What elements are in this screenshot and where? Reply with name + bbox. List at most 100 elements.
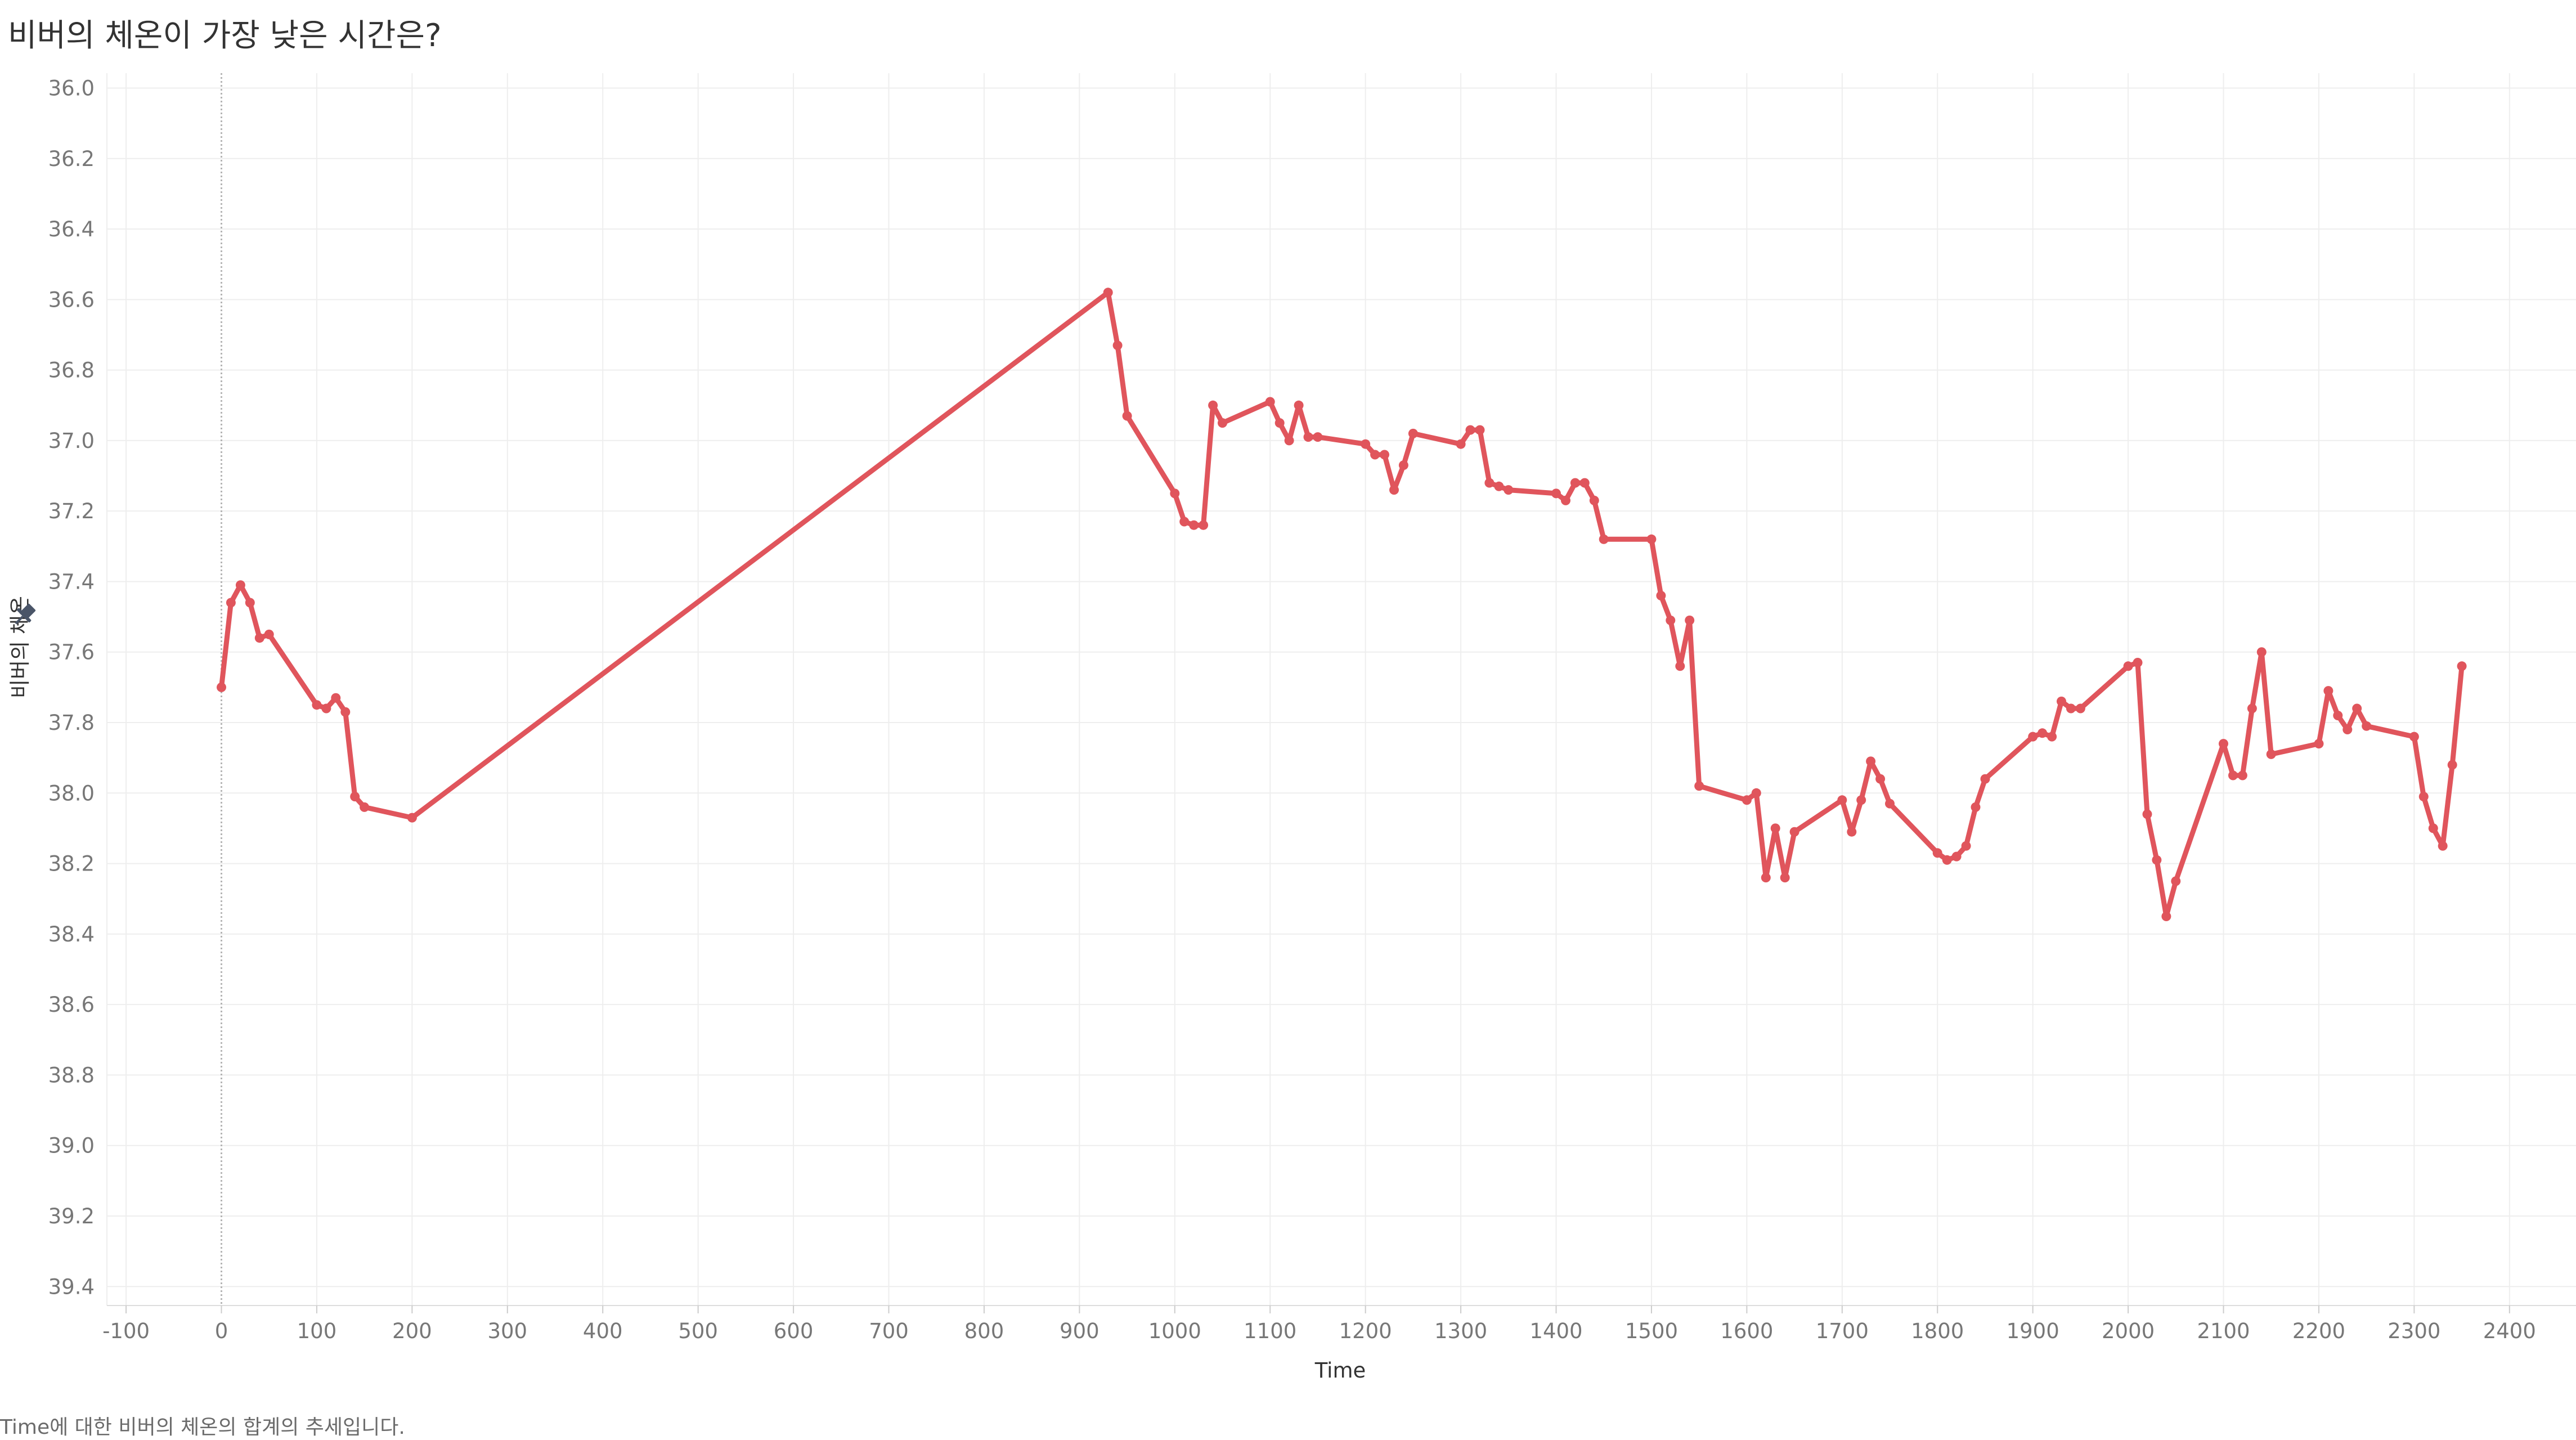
- data-point[interactable]: [1837, 795, 1847, 805]
- data-point[interactable]: [1370, 450, 1380, 460]
- data-point[interactable]: [2342, 725, 2353, 734]
- data-point[interactable]: [1112, 340, 1123, 351]
- data-point[interactable]: [1589, 495, 1599, 505]
- data-point[interactable]: [1551, 488, 1561, 499]
- data-point[interactable]: [1170, 488, 1180, 499]
- data-point[interactable]: [2314, 739, 2324, 749]
- data-point[interactable]: [2133, 658, 2143, 667]
- data-point[interactable]: [2123, 661, 2133, 671]
- pin-icon[interactable]: [10, 600, 39, 630]
- data-point[interactable]: [1646, 534, 1657, 544]
- data-point[interactable]: [1675, 661, 1685, 671]
- data-point[interactable]: [1579, 478, 1590, 488]
- data-point[interactable]: [1265, 397, 1275, 407]
- data-point[interactable]: [1780, 873, 1790, 883]
- data-point[interactable]: [1218, 418, 1227, 428]
- data-point[interactable]: [2457, 661, 2467, 671]
- data-point[interactable]: [217, 682, 226, 692]
- data-point[interactable]: [1465, 425, 1475, 435]
- data-point[interactable]: [2066, 703, 2076, 714]
- data-point[interactable]: [1742, 795, 1752, 805]
- data-point[interactable]: [1398, 460, 1408, 470]
- data-point[interactable]: [1408, 428, 1418, 438]
- data-point[interactable]: [1274, 418, 1285, 428]
- data-point[interactable]: [1770, 823, 1780, 833]
- data-point[interactable]: [1103, 288, 1113, 298]
- data-point[interactable]: [1961, 841, 1971, 851]
- data-point[interactable]: [1122, 411, 1132, 421]
- data-point[interactable]: [1932, 848, 1942, 858]
- data-point[interactable]: [1980, 774, 1990, 784]
- data-point[interactable]: [2219, 739, 2228, 749]
- data-point[interactable]: [226, 598, 236, 608]
- data-point[interactable]: [1570, 478, 1580, 488]
- data-point[interactable]: [321, 703, 331, 714]
- data-point[interactable]: [2352, 703, 2362, 714]
- data-point[interactable]: [2142, 809, 2152, 819]
- data-point[interactable]: [1389, 485, 1399, 495]
- data-point[interactable]: [1685, 615, 1695, 625]
- data-point[interactable]: [1751, 788, 1761, 798]
- data-point[interactable]: [1504, 485, 1514, 495]
- data-point[interactable]: [2438, 841, 2448, 851]
- data-point[interactable]: [1856, 795, 1866, 805]
- data-point[interactable]: [1666, 615, 1676, 625]
- data-point[interactable]: [2057, 696, 2066, 706]
- data-point[interactable]: [1284, 436, 1294, 446]
- data-point[interactable]: [1847, 827, 1857, 837]
- data-point[interactable]: [1361, 439, 1371, 449]
- data-point[interactable]: [264, 629, 274, 639]
- data-point[interactable]: [2047, 732, 2057, 742]
- data-point[interactable]: [1199, 520, 1209, 530]
- data-point[interactable]: [235, 580, 245, 590]
- data-point[interactable]: [2171, 876, 2181, 886]
- data-point[interactable]: [1761, 873, 1771, 883]
- data-point[interactable]: [2161, 912, 2171, 921]
- data-point[interactable]: [2409, 732, 2419, 742]
- data-point[interactable]: [2075, 703, 2085, 714]
- data-point[interactable]: [1179, 517, 1190, 527]
- data-point[interactable]: [1294, 400, 1304, 410]
- data-point[interactable]: [340, 707, 351, 717]
- data-point[interactable]: [1475, 425, 1485, 435]
- data-point[interactable]: [254, 633, 264, 643]
- data-point[interactable]: [2038, 728, 2048, 738]
- data-point[interactable]: [2418, 792, 2429, 802]
- data-point[interactable]: [331, 693, 341, 703]
- data-point[interactable]: [1885, 798, 1895, 809]
- data-point[interactable]: [1789, 827, 1799, 837]
- data-point[interactable]: [1866, 756, 1876, 766]
- data-point[interactable]: [407, 813, 417, 823]
- data-point[interactable]: [2228, 770, 2238, 780]
- data-point[interactable]: [2362, 721, 2372, 731]
- data-point[interactable]: [1484, 478, 1495, 488]
- data-point[interactable]: [1599, 534, 1609, 544]
- data-point[interactable]: [1561, 495, 1570, 505]
- data-point[interactable]: [350, 792, 360, 802]
- data-point[interactable]: [2247, 703, 2257, 714]
- data-point[interactable]: [2028, 732, 2038, 742]
- data-point[interactable]: [1942, 855, 1952, 865]
- data-point[interactable]: [1694, 781, 1704, 791]
- data-point[interactable]: [1380, 450, 1389, 460]
- data-point[interactable]: [1313, 432, 1323, 442]
- data-point[interactable]: [1303, 432, 1313, 442]
- data-point[interactable]: [2333, 711, 2343, 720]
- data-point[interactable]: [2323, 686, 2333, 696]
- data-point[interactable]: [2266, 749, 2276, 759]
- data-point[interactable]: [1456, 439, 1466, 449]
- data-point[interactable]: [2447, 760, 2457, 770]
- data-point[interactable]: [245, 598, 255, 608]
- data-point[interactable]: [1189, 520, 1199, 530]
- data-point[interactable]: [2237, 770, 2247, 780]
- data-point[interactable]: [1208, 400, 1218, 410]
- data-point[interactable]: [1875, 774, 1886, 784]
- data-point[interactable]: [1494, 481, 1504, 491]
- data-point[interactable]: [1971, 802, 1981, 812]
- data-point[interactable]: [1951, 851, 1962, 862]
- data-point[interactable]: [2256, 647, 2267, 657]
- data-point[interactable]: [2152, 855, 2162, 865]
- data-point[interactable]: [312, 700, 322, 710]
- data-point[interactable]: [360, 802, 370, 812]
- data-point[interactable]: [1656, 591, 1666, 600]
